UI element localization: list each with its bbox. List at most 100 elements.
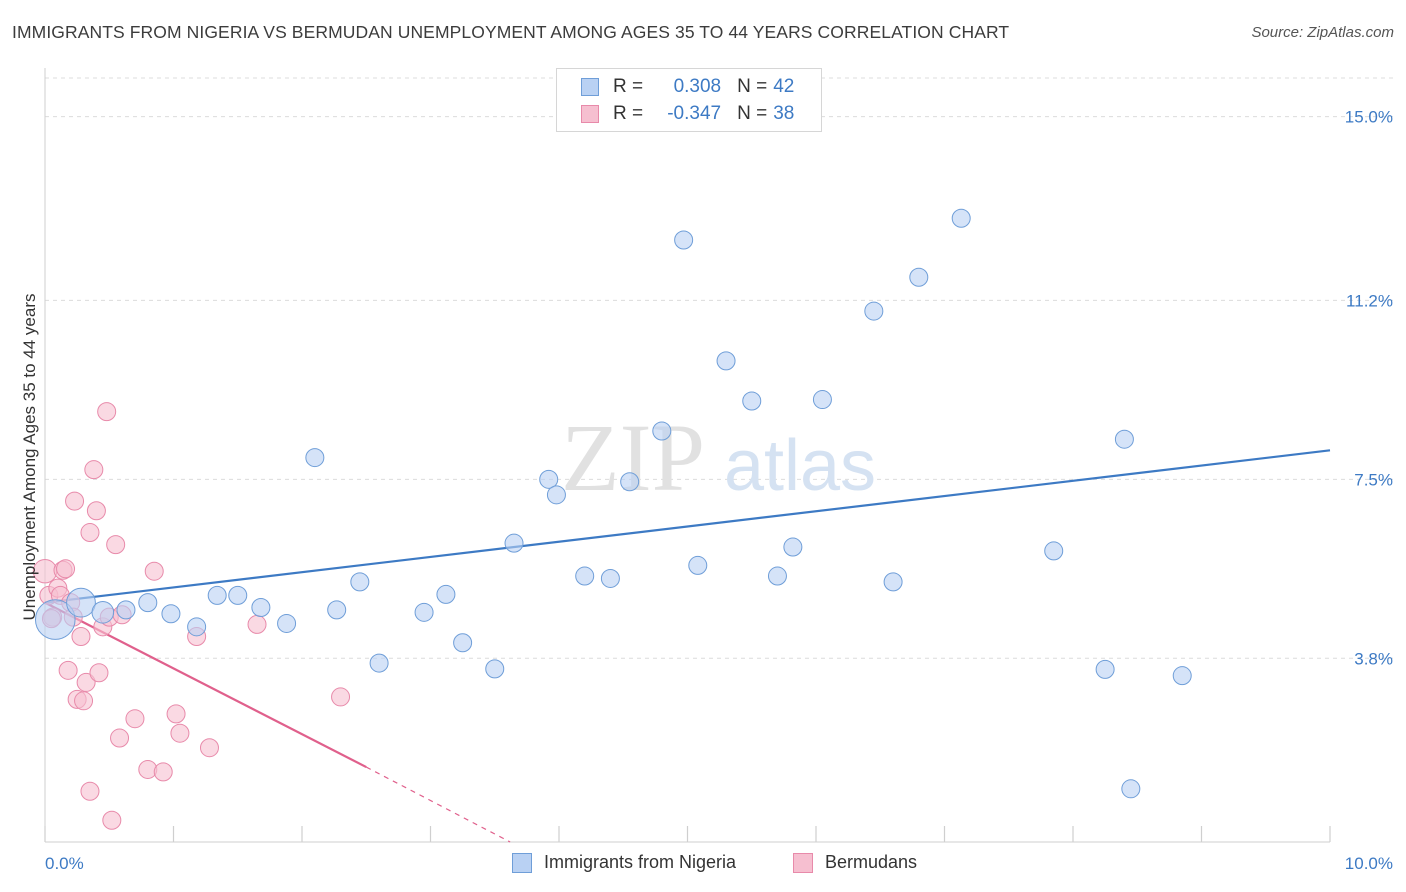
bottom-legend-nigeria: Immigrants from Nigeria xyxy=(512,852,736,873)
nigeria-point xyxy=(187,617,207,637)
nigeria-point xyxy=(812,390,832,410)
nigeria-point xyxy=(688,555,708,575)
x-tick-labels: 0.0% 10.0% xyxy=(45,854,1393,873)
nigeria-point xyxy=(674,230,694,250)
nigeria-point xyxy=(485,659,505,679)
nigeria-point xyxy=(539,469,559,489)
nigeria-point xyxy=(864,301,884,321)
nigeria-point xyxy=(1172,666,1192,686)
bermudans-point xyxy=(65,491,85,511)
nigeria-point xyxy=(620,472,640,492)
bottom-legend-label: Immigrants from Nigeria xyxy=(544,852,737,872)
watermark-atlas: atlas xyxy=(724,426,876,506)
nigeria-point xyxy=(504,533,524,553)
nigeria-point xyxy=(350,572,370,592)
nigeria-point xyxy=(305,448,325,468)
y-tick-labels: 3.8% 7.5% 11.2% 15.0% xyxy=(1345,108,1393,669)
bottom-legend-label: Bermudans xyxy=(825,852,918,872)
legend-n-label: N = xyxy=(737,76,768,97)
nigeria-point xyxy=(34,599,76,640)
nigeria-point xyxy=(436,584,456,604)
legend-n-label: N = xyxy=(737,103,768,124)
y-tick-label: 11.2% xyxy=(1346,291,1393,310)
nigeria-point xyxy=(783,537,803,557)
bermudans-point xyxy=(71,626,91,646)
legend-swatch-blue xyxy=(581,78,599,96)
legend-r-value: 0.308 xyxy=(673,76,722,97)
watermark-zip: ZIP xyxy=(561,404,705,511)
axes xyxy=(44,68,1331,843)
bermudans-point xyxy=(58,660,78,680)
nigeria-point xyxy=(228,585,248,605)
nigeria-point xyxy=(951,208,971,228)
nigeria-point xyxy=(652,421,672,441)
y-tick-label: 3.8% xyxy=(1354,649,1393,668)
bermudans-point xyxy=(80,781,100,801)
legend-r-value: -0.347 xyxy=(667,103,722,124)
bermudans-point xyxy=(125,709,145,729)
bermudans-point xyxy=(153,762,173,782)
legend-swatch-pink xyxy=(581,105,599,123)
nigeria-point xyxy=(883,572,903,592)
bermudans-point xyxy=(86,501,106,521)
bermudans-trend-extension xyxy=(365,766,511,843)
nigeria-point xyxy=(66,587,96,618)
correlation-legend: R = 0.308 N = 42 R = -0.347 N = 38 xyxy=(556,68,822,132)
x-tick-label: 0.0% xyxy=(45,854,84,873)
bermudans-point xyxy=(74,691,94,711)
bermudans-point xyxy=(76,672,96,692)
legend-r-label: R = xyxy=(613,76,644,97)
nigeria-point xyxy=(453,633,473,653)
bermudans-point xyxy=(166,704,186,724)
legend-row-nigeria: R = 0.308 N = 42 xyxy=(581,75,794,99)
bottom-legend-bermudans: Bermudans xyxy=(793,852,917,873)
x-tick-label: 10.0% xyxy=(1345,854,1393,873)
nigeria-point xyxy=(251,597,271,617)
bermudans-point xyxy=(84,460,104,480)
nigeria-point xyxy=(1114,429,1134,449)
bermudans-point xyxy=(97,402,117,422)
bermudans-point xyxy=(170,723,190,743)
nigeria-point xyxy=(546,485,566,505)
bottom-legend-swatch-pink xyxy=(793,852,813,873)
nigeria-point xyxy=(909,267,929,287)
bermudans-point xyxy=(56,559,76,579)
nigeria-point xyxy=(742,391,762,411)
bottom-legend-swatch-blue xyxy=(512,852,532,873)
nigeria-point xyxy=(327,600,347,620)
bermudans-point xyxy=(102,810,122,830)
bermudans-point xyxy=(331,687,351,707)
nigeria-point xyxy=(1044,541,1064,561)
nigeria-point xyxy=(1095,659,1115,679)
nigeria-point xyxy=(414,602,434,622)
legend-n-value: 42 xyxy=(773,76,795,97)
bermudans-point xyxy=(89,663,109,683)
nigeria-point xyxy=(1121,779,1141,799)
nigeria-point xyxy=(138,593,158,613)
nigeria-trend-line xyxy=(44,449,1331,604)
legend-row-bermudans: R = -0.347 N = 38 xyxy=(581,102,794,126)
nigeria-point xyxy=(600,568,620,588)
bermudans-point xyxy=(106,535,126,555)
nigeria-point xyxy=(277,613,297,633)
bermudans-point xyxy=(80,523,100,543)
legend-r-label: R = xyxy=(613,103,644,124)
bermudans-point xyxy=(144,561,164,581)
chart-title: IMMIGRANTS FROM NIGERIA VS BERMUDAN UNEM… xyxy=(12,22,1010,42)
nigeria-point xyxy=(575,566,595,586)
source-credit: Source: ZipAtlas.com xyxy=(1251,24,1394,41)
watermark: ZIP atlas xyxy=(561,404,876,511)
nigeria-point xyxy=(116,600,136,620)
y-tick-label: 7.5% xyxy=(1354,470,1393,489)
bermudans-point xyxy=(110,728,130,748)
data-points xyxy=(32,208,1192,830)
nigeria-point xyxy=(716,351,736,371)
y-tick-label: 15.0% xyxy=(1345,108,1393,127)
y-axis-label: Unemployment Among Ages 35 to 44 years xyxy=(20,294,39,621)
nigeria-point xyxy=(91,601,115,624)
nigeria-point xyxy=(207,585,227,605)
nigeria-point xyxy=(369,653,389,673)
legend-n-value: 38 xyxy=(773,103,795,124)
nigeria-point xyxy=(767,566,787,586)
